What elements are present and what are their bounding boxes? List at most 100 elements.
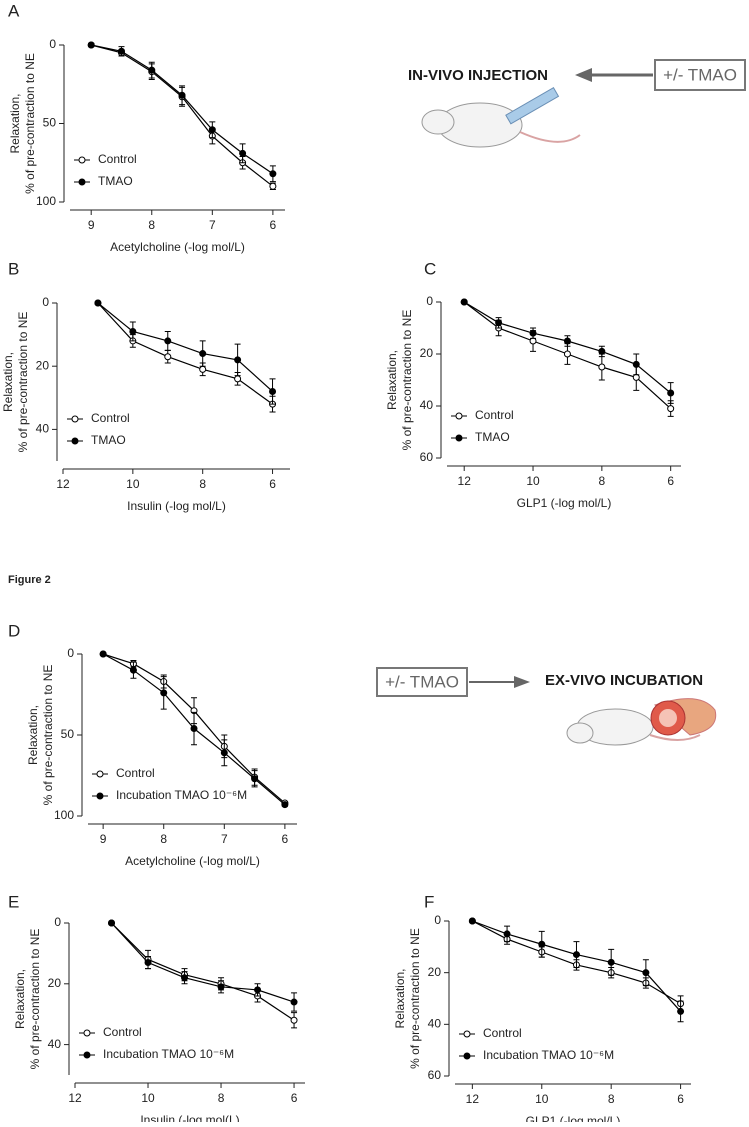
y-tick-label: 100 bbox=[36, 194, 56, 208]
x-tick-label: 6 bbox=[677, 1092, 684, 1106]
treatment-label: +/- TMAO bbox=[663, 65, 737, 84]
data-point bbox=[503, 930, 511, 938]
vessel-lumen bbox=[659, 709, 677, 727]
y-tick-label: 20 bbox=[36, 358, 50, 372]
x-tick-label: 10 bbox=[535, 1092, 549, 1106]
y-axis-label: Relaxation, bbox=[393, 968, 407, 1028]
panel-label: C bbox=[424, 259, 436, 278]
x-tick-label: 12 bbox=[56, 477, 70, 491]
series-line bbox=[97, 302, 273, 405]
x-tick-label: 8 bbox=[160, 832, 167, 846]
data-point bbox=[607, 958, 615, 966]
y-axis-label: % of pre-contraction to NE bbox=[28, 929, 42, 1070]
x-tick-label: 6 bbox=[270, 218, 277, 232]
arrow-head bbox=[514, 676, 530, 688]
x-tick-label: 6 bbox=[291, 1091, 298, 1105]
panel-label: E bbox=[8, 892, 19, 911]
x-tick-label: 12 bbox=[458, 474, 472, 488]
legend-marker bbox=[455, 412, 463, 420]
treatment-box bbox=[654, 59, 746, 91]
diagram-label: EX-VIVO INCUBATION bbox=[545, 672, 703, 689]
y-axis-label: Relaxation, bbox=[1, 352, 15, 412]
legend-label: Control bbox=[116, 766, 155, 780]
chart: A 0 50 100 9 8 7 6 Acetylcholine (-log mol/L) Rel… bbox=[8, 1, 285, 254]
x-axis-label: GLP1 (-log mol/L) bbox=[526, 1114, 621, 1122]
y-tick-label: 0 bbox=[54, 915, 61, 929]
x-axis-label: Insulin (-log mol(L) bbox=[140, 1113, 239, 1122]
legend-label: Incubation TMAO 10⁻⁶M bbox=[116, 788, 247, 802]
data-point bbox=[164, 353, 172, 361]
y-tick-label: 0 bbox=[49, 37, 56, 51]
data-point bbox=[239, 149, 247, 157]
y-axis-label: Relaxation, bbox=[8, 93, 22, 153]
x-tick-label: 10 bbox=[126, 477, 140, 491]
y-axis-label: % of pre-contraction to NE bbox=[16, 312, 30, 453]
y-tick-label: 20 bbox=[48, 976, 62, 990]
series-line bbox=[97, 302, 273, 392]
treatment-box bbox=[376, 667, 468, 697]
data-point bbox=[87, 41, 95, 49]
legend-label: Control bbox=[91, 411, 130, 425]
x-axis-label: GLP1 (-log mol/L) bbox=[517, 496, 612, 510]
x-tick-label: 8 bbox=[218, 1091, 225, 1105]
mouse-tail bbox=[519, 131, 581, 143]
legend-marker bbox=[83, 1051, 91, 1059]
data-point bbox=[281, 801, 289, 809]
x-tick-label: 8 bbox=[599, 474, 606, 488]
data-point bbox=[181, 974, 189, 982]
data-point bbox=[269, 170, 277, 178]
data-point bbox=[199, 350, 207, 358]
data-point bbox=[290, 1016, 298, 1024]
y-tick-label: 60 bbox=[428, 1068, 442, 1082]
x-tick-label: 8 bbox=[608, 1092, 615, 1106]
data-point bbox=[178, 91, 186, 99]
panel-label: F bbox=[424, 892, 434, 911]
y-tick-label: 40 bbox=[420, 398, 434, 412]
x-tick-label: 9 bbox=[100, 832, 107, 846]
legend-label: Control bbox=[98, 152, 137, 166]
legend-marker bbox=[83, 1029, 91, 1037]
y-tick-label: 0 bbox=[67, 646, 74, 660]
y-tick-label: 0 bbox=[426, 294, 433, 308]
chart: F0 20 40 60 12 10 8 6 GLP1 (-log mol/L) Relaxatio… bbox=[393, 892, 691, 1127]
data-point bbox=[290, 998, 298, 1006]
y-tick-label: 0 bbox=[434, 913, 441, 927]
y-axis-label: Relaxation, bbox=[13, 969, 27, 1029]
data-point bbox=[220, 749, 228, 757]
data-point bbox=[108, 919, 116, 927]
x-tick-label: 10 bbox=[141, 1091, 155, 1105]
data-point bbox=[269, 387, 277, 395]
chart: D 0 50 100 9 8 7 6 Acetylcholine (-log mol/L) Rel… bbox=[8, 621, 297, 868]
legend-marker bbox=[96, 770, 104, 778]
x-tick-label: 8 bbox=[199, 477, 206, 491]
ex-vivo-diagram: +/- TMAO EX-VIVO INCUBATION bbox=[376, 667, 717, 746]
legend-label: Control bbox=[475, 408, 514, 422]
mouse-head bbox=[421, 109, 455, 135]
mouse-tail bbox=[649, 734, 701, 741]
arrow-head bbox=[575, 68, 592, 82]
series-line bbox=[111, 922, 295, 1021]
data-point bbox=[677, 1007, 685, 1015]
x-tick-label: 12 bbox=[68, 1091, 82, 1105]
data-point bbox=[160, 689, 168, 697]
x-tick-label: 6 bbox=[667, 474, 674, 488]
data-point bbox=[254, 986, 262, 994]
diagram-label: IN-VIVO INJECTION bbox=[408, 67, 548, 84]
figure-label: Figure 2 bbox=[8, 574, 51, 586]
data-point bbox=[563, 350, 571, 358]
chart: C 0 20 40 60 12 10 8 6 GLP1 (-log mol/L) Relaxatio… bbox=[385, 259, 681, 510]
legend-marker bbox=[71, 415, 79, 423]
data-point bbox=[667, 389, 675, 397]
y-axis-label: % of pre-contraction to NE bbox=[400, 310, 414, 451]
x-tick-label: 10 bbox=[526, 474, 540, 488]
x-tick-label: 6 bbox=[282, 832, 289, 846]
y-tick-label: 20 bbox=[420, 346, 434, 360]
data-point bbox=[572, 951, 580, 959]
in-vivo-diagram: IN-VIVO INJECTION +/- TMAO bbox=[408, 59, 746, 148]
y-tick-label: 50 bbox=[61, 727, 75, 741]
chart: B 0 20 40 12 10 8 6 Insulin (-log mol/L) Relaxati… bbox=[1, 259, 290, 513]
data-point bbox=[538, 940, 546, 948]
data-point bbox=[632, 360, 640, 368]
data-point bbox=[667, 405, 675, 413]
